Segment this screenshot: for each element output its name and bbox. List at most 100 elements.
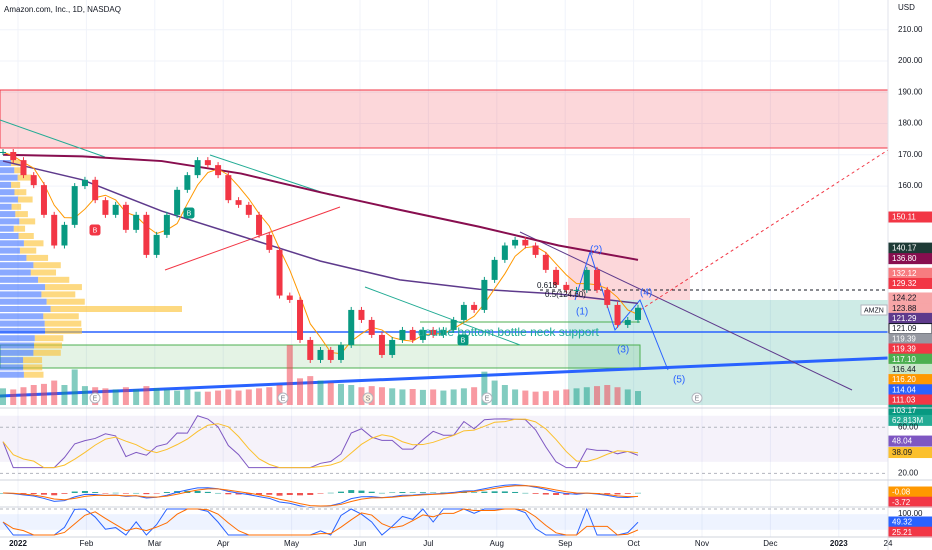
annotation: (3) [617, 345, 629, 356]
event-label: S [366, 395, 371, 402]
event-label: E [695, 395, 700, 402]
volume-profile [0, 233, 19, 239]
y-tick-label: 100.00 [898, 509, 923, 518]
candle [542, 251, 549, 273]
volume-profile [11, 181, 21, 188]
volume-profile [0, 335, 35, 342]
candle-body [30, 175, 37, 186]
annotation: 0.5(124.60) [545, 290, 586, 299]
volume-profile [0, 240, 24, 247]
macd-histogram [20, 493, 27, 494]
volume-profile [41, 291, 76, 298]
volume-profile [0, 298, 47, 305]
candle [51, 211, 58, 249]
macd-histogram [317, 493, 324, 494]
volume-profile [0, 218, 20, 225]
volume-bar [460, 388, 467, 405]
candle [204, 157, 211, 169]
candle [389, 336, 396, 358]
volume-profile [0, 225, 14, 232]
price-tag [888, 253, 932, 265]
annotation: (2) [590, 245, 602, 256]
volume-bar [624, 389, 631, 405]
macd-histogram [245, 493, 252, 495]
candle [440, 326, 447, 338]
x-tick-label: Feb [80, 539, 94, 548]
volume-bar [204, 391, 211, 405]
volume-profile [14, 189, 27, 196]
volume-profile [23, 371, 44, 378]
macd-histogram [61, 493, 68, 494]
volume-profile [0, 284, 46, 291]
volume-bar [153, 388, 160, 405]
volume-bar [163, 389, 170, 405]
volume-bar [71, 369, 78, 405]
rsi-signal [2, 418, 639, 469]
macd-histogram [215, 492, 222, 494]
volume-bar [20, 387, 27, 405]
candle-body [553, 269, 560, 285]
candle [163, 211, 170, 238]
x-tick-label: May [284, 539, 299, 548]
x-tick-label: Oct [627, 539, 640, 548]
candle-body [40, 185, 47, 215]
candle [133, 211, 140, 233]
candle [430, 326, 437, 338]
candle [276, 246, 283, 299]
candle [61, 221, 68, 249]
volume-profile [33, 349, 61, 356]
annotation: 0.618 [537, 281, 558, 290]
candle-body [51, 214, 58, 246]
candle [563, 281, 570, 293]
candle [112, 201, 119, 218]
volume-bar [409, 389, 416, 405]
price-tag-label: 38.09 [892, 448, 913, 457]
candle-body [225, 175, 232, 201]
macd-histogram [225, 493, 232, 495]
price-tag-label: 129.32 [892, 279, 917, 288]
y-tick-label: 210.00 [898, 25, 923, 34]
volume-bar [184, 389, 191, 405]
candle [348, 306, 355, 348]
macd-histogram [30, 493, 37, 494]
stoch-band [0, 514, 888, 530]
event-label: E [281, 395, 286, 402]
volume-bar [102, 388, 109, 405]
candle-body [635, 307, 641, 320]
x-tick-label: Jun [354, 539, 367, 548]
price-tag-label: 62.813M [892, 416, 923, 425]
price-tag-label: 132.12 [892, 269, 917, 278]
resistance-zone [0, 89, 889, 149]
candle-body [112, 204, 119, 215]
volume-bar [635, 391, 641, 405]
candle [624, 316, 631, 328]
volume-profile [14, 167, 27, 174]
candle-body [358, 309, 365, 320]
candle [286, 292, 293, 303]
macd-histogram [430, 492, 437, 494]
volume-profile [0, 254, 27, 261]
macd-histogram [133, 492, 140, 494]
macd-histogram [409, 492, 416, 493]
candle [614, 301, 621, 328]
candle [184, 172, 191, 193]
volume-profile [0, 276, 39, 283]
event-badge [89, 392, 101, 404]
volume-bar [378, 387, 385, 405]
macd-histogram [163, 492, 170, 493]
candle-body [583, 269, 590, 290]
volume-bar [215, 390, 222, 405]
candle [368, 316, 375, 338]
x-tick-label: 2022 [9, 539, 27, 548]
volume-profile [0, 174, 18, 181]
event-badge [89, 224, 101, 236]
macd-histogram [204, 491, 211, 493]
candle [460, 301, 467, 323]
candle [174, 186, 181, 218]
macd-histogram [399, 492, 406, 493]
volume-profile [0, 371, 24, 378]
candle-body [399, 329, 406, 340]
macd-histogram [532, 493, 539, 494]
volume-profile [0, 262, 34, 269]
